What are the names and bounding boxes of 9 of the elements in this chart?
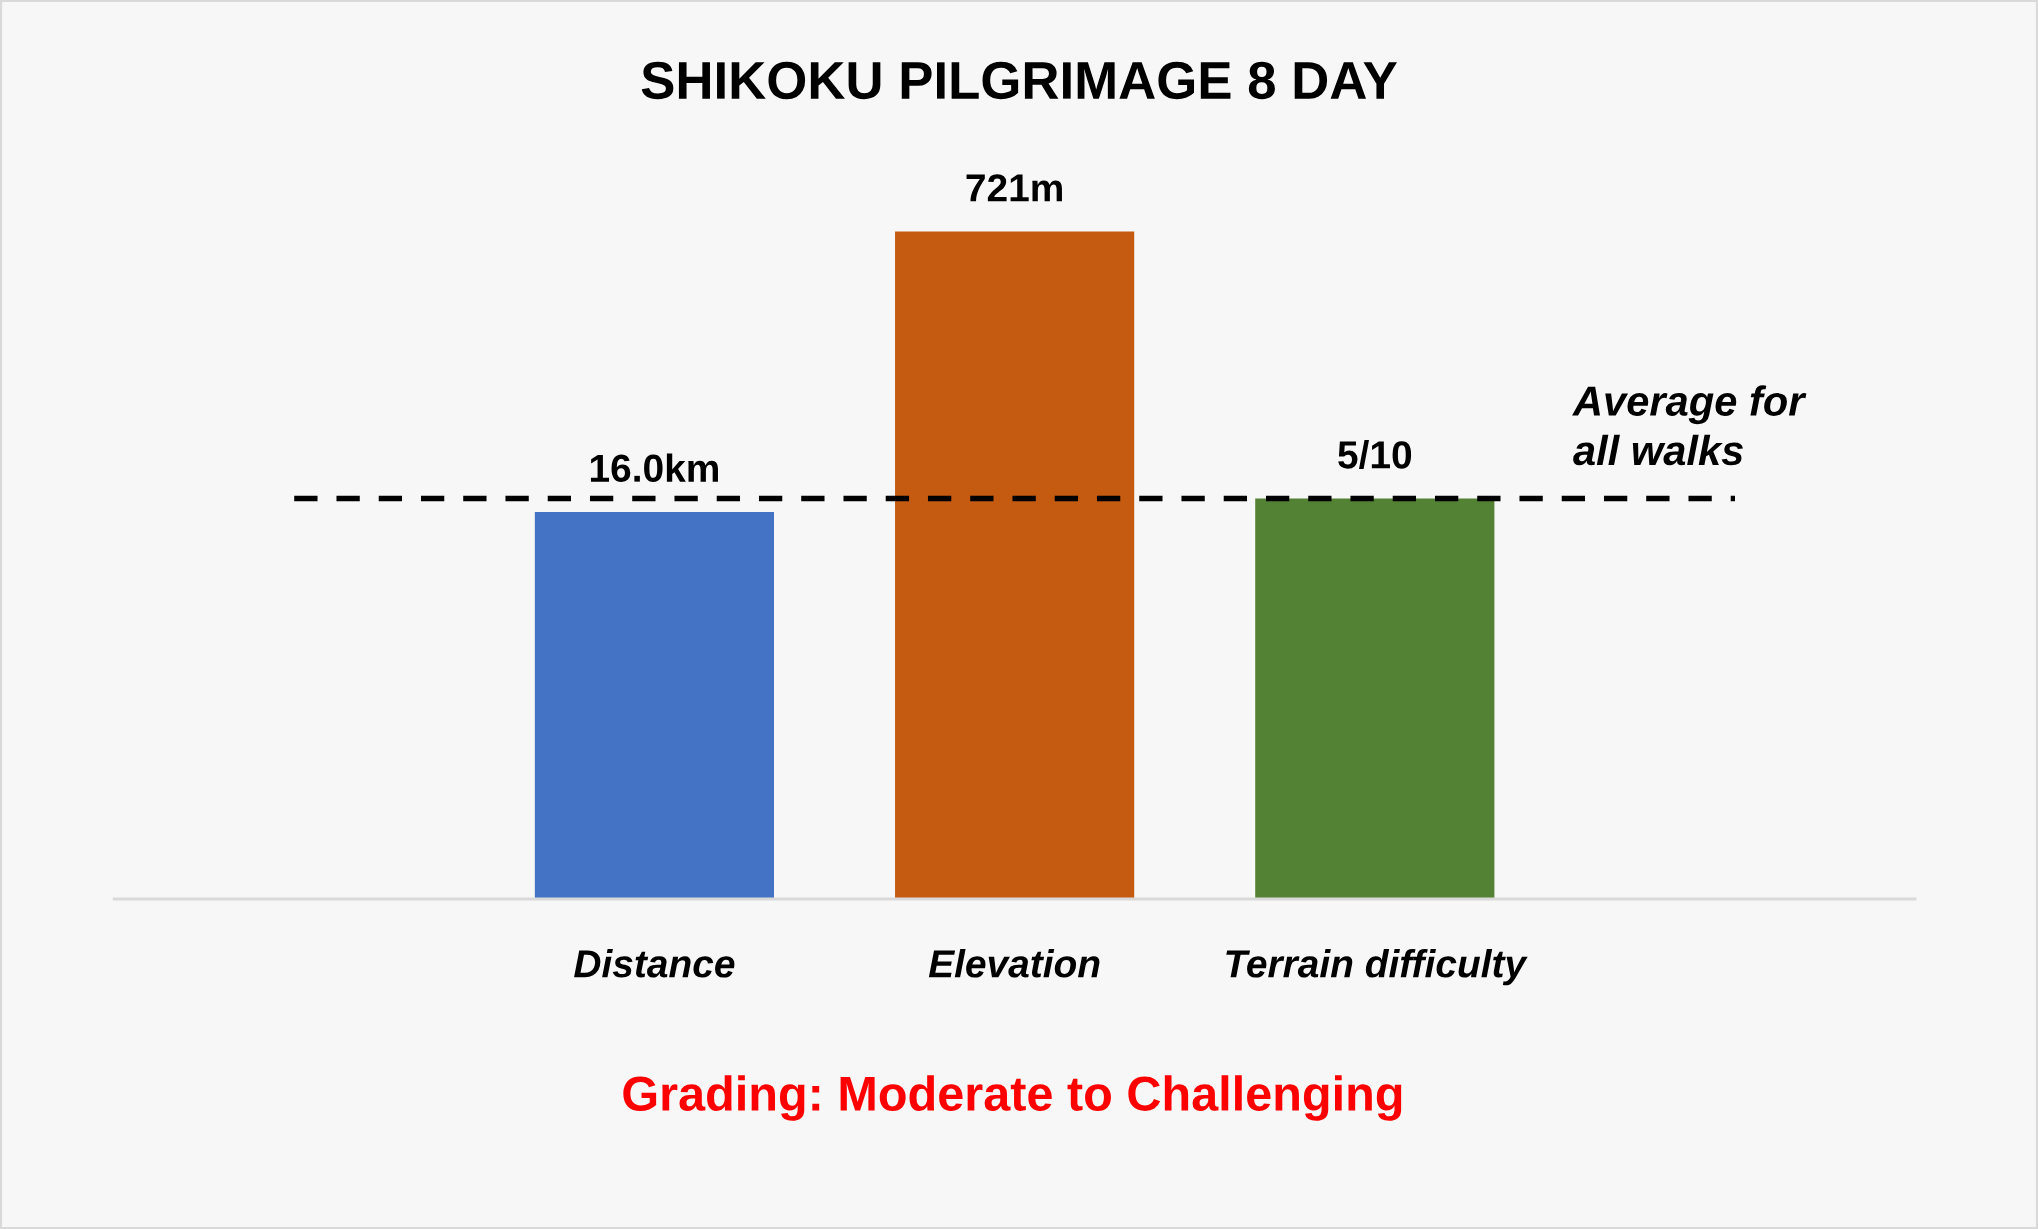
- annotation: 16.0km: [590, 453, 718, 483]
- ref-line-label: Average for all walks: [1572, 385, 1807, 466]
- x-tick-label: Terrain difficulty: [1226, 949, 1528, 986]
- annotation: 721m: [966, 174, 1062, 202]
- x-tick-label: Elevation: [928, 949, 1100, 978]
- chart-title: SHIKOKU PILGRIMAGE 8 DAY: [641, 61, 1397, 100]
- x-tick-label: Distance: [574, 949, 735, 978]
- text: Grading: Moderate to Challenging: [623, 1075, 1402, 1121]
- annotation: 5/10: [1338, 440, 1412, 470]
